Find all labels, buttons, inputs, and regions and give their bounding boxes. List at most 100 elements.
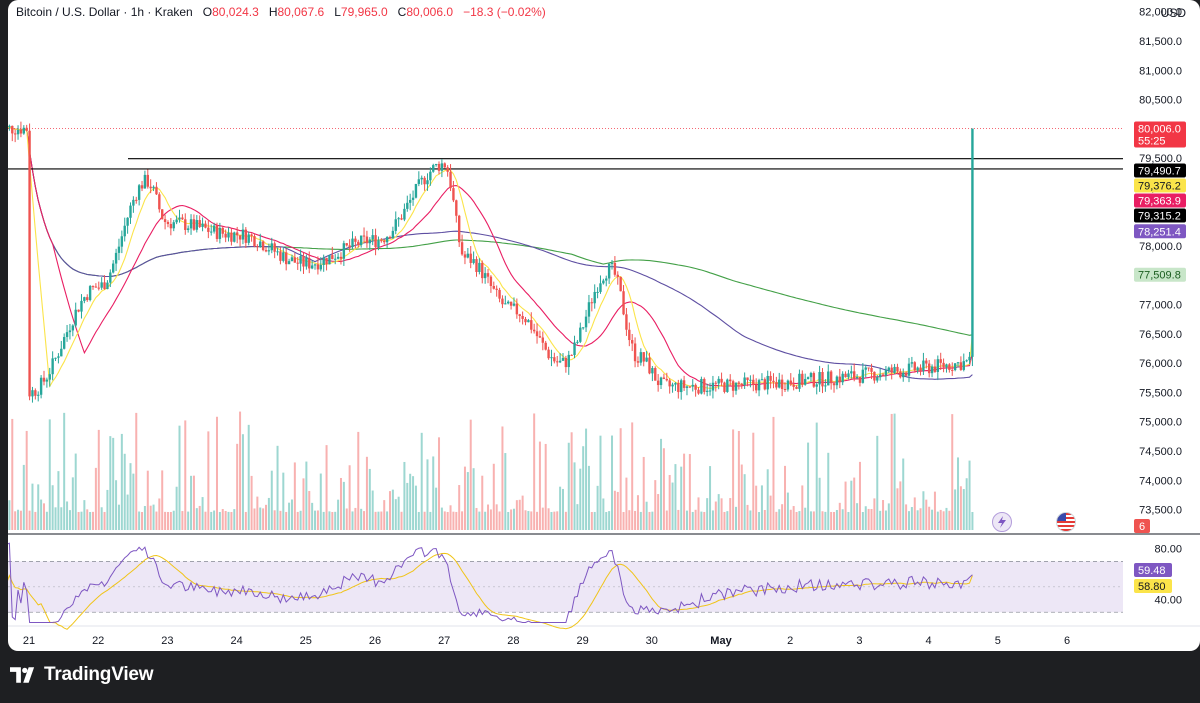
candle-body bbox=[812, 373, 816, 387]
volume-bar bbox=[864, 506, 867, 530]
candle-body bbox=[809, 373, 813, 378]
volume-bar bbox=[515, 500, 518, 530]
us-flag-icon[interactable] bbox=[1056, 512, 1076, 532]
volume-bar bbox=[654, 480, 657, 530]
currency-label[interactable]: USD bbox=[1160, 6, 1186, 20]
candle-body bbox=[570, 354, 573, 356]
volume-bar bbox=[368, 468, 371, 530]
volume-bar bbox=[152, 504, 155, 530]
volume-bar bbox=[948, 510, 951, 530]
candle-body bbox=[907, 363, 911, 376]
x-tick-label: 23 bbox=[161, 635, 173, 647]
candle-body bbox=[224, 233, 227, 238]
volume-bar bbox=[919, 508, 922, 530]
volume-bar bbox=[377, 511, 380, 530]
candle-body bbox=[325, 257, 328, 265]
volume-bar bbox=[867, 508, 870, 530]
volume-bar bbox=[391, 489, 394, 530]
candle-body bbox=[463, 254, 467, 258]
rsi-line bbox=[8, 542, 973, 623]
volume-bar bbox=[443, 511, 446, 530]
candle-body bbox=[155, 186, 158, 195]
volume-bar bbox=[322, 511, 325, 530]
volume-bar bbox=[224, 510, 227, 530]
candle-body bbox=[726, 379, 729, 392]
candle-body bbox=[45, 379, 49, 382]
candle-body bbox=[140, 185, 144, 189]
volume-bar bbox=[213, 510, 216, 530]
volume-bar bbox=[746, 504, 749, 530]
rsi-badge-text: 58.80 bbox=[1138, 581, 1166, 593]
low-label: L bbox=[334, 5, 341, 19]
price-chart[interactable]: 73,500.0 74,000.0 74,500.0 75,000.0 75,500.0… bbox=[8, 0, 1200, 651]
candle-body bbox=[757, 380, 761, 391]
x-tick-label: 25 bbox=[300, 635, 312, 647]
candle-body bbox=[561, 357, 565, 361]
candle-body bbox=[795, 386, 798, 389]
volume-bar bbox=[345, 508, 348, 530]
candle-body bbox=[922, 360, 925, 371]
candle-body bbox=[149, 186, 152, 189]
volume-bar bbox=[807, 442, 810, 530]
candle-body bbox=[385, 236, 389, 243]
volume-bar bbox=[717, 494, 720, 530]
candle-body bbox=[215, 225, 219, 239]
candle-body bbox=[576, 341, 579, 343]
candle-body bbox=[593, 291, 596, 304]
volume-bar bbox=[267, 497, 270, 530]
candle-body bbox=[841, 373, 844, 383]
candle-body bbox=[486, 273, 490, 277]
volume-bar bbox=[236, 443, 239, 530]
volume-bar bbox=[109, 436, 112, 530]
candle-body bbox=[607, 263, 611, 279]
candle-body bbox=[42, 377, 46, 382]
volume-bar bbox=[795, 511, 798, 530]
x-tick-label: 4 bbox=[926, 635, 932, 647]
price-badge bbox=[1134, 178, 1186, 193]
candle-body bbox=[760, 379, 764, 381]
volume-bar bbox=[809, 511, 812, 530]
candle-body bbox=[890, 367, 893, 373]
candle-body bbox=[109, 272, 112, 283]
candle-body bbox=[316, 264, 320, 270]
volume-bar bbox=[305, 461, 308, 530]
volume-bar bbox=[446, 512, 449, 530]
x-tick-label: 27 bbox=[438, 635, 450, 647]
candle-body bbox=[801, 373, 804, 385]
candle-body bbox=[616, 274, 619, 277]
volume-bar bbox=[714, 501, 717, 530]
candle-body bbox=[103, 282, 106, 290]
y-tick-label: 81,000.0 bbox=[1139, 65, 1182, 77]
candle-body bbox=[319, 264, 322, 270]
volume-badge bbox=[1134, 519, 1150, 533]
candle-body bbox=[403, 208, 406, 220]
volume-bar bbox=[351, 511, 354, 530]
volume-bar bbox=[579, 468, 582, 530]
volume-bar bbox=[567, 442, 570, 530]
candle-body bbox=[100, 282, 103, 288]
volume-bar bbox=[314, 510, 317, 530]
candle-body bbox=[443, 163, 446, 168]
lightning-alert-icon[interactable] bbox=[992, 512, 1012, 532]
volume-bar bbox=[250, 475, 253, 530]
tradingview-logo[interactable]: TradingView bbox=[10, 664, 154, 686]
candle-body bbox=[25, 127, 28, 131]
volume-bar bbox=[57, 471, 60, 530]
volume-bar bbox=[117, 504, 120, 530]
candle-body bbox=[737, 382, 741, 384]
volume-bar bbox=[954, 489, 957, 530]
volume-bar bbox=[962, 489, 965, 530]
volume-bar bbox=[195, 508, 198, 530]
candle-body bbox=[630, 340, 634, 344]
volume-bar bbox=[599, 435, 602, 530]
candle-body bbox=[538, 336, 542, 338]
x-tick-label: 24 bbox=[230, 635, 242, 647]
chart-frame: 73,500.0 74,000.0 74,500.0 75,000.0 75,500.0… bbox=[8, 0, 1200, 651]
price-badge-text: 77,509.8 bbox=[1138, 270, 1181, 282]
candle-body bbox=[899, 371, 902, 378]
volume-bar bbox=[337, 499, 340, 530]
volume-bar bbox=[815, 422, 818, 530]
candle-body bbox=[365, 236, 369, 244]
candle-body bbox=[276, 251, 279, 253]
volume-bar bbox=[204, 511, 207, 530]
